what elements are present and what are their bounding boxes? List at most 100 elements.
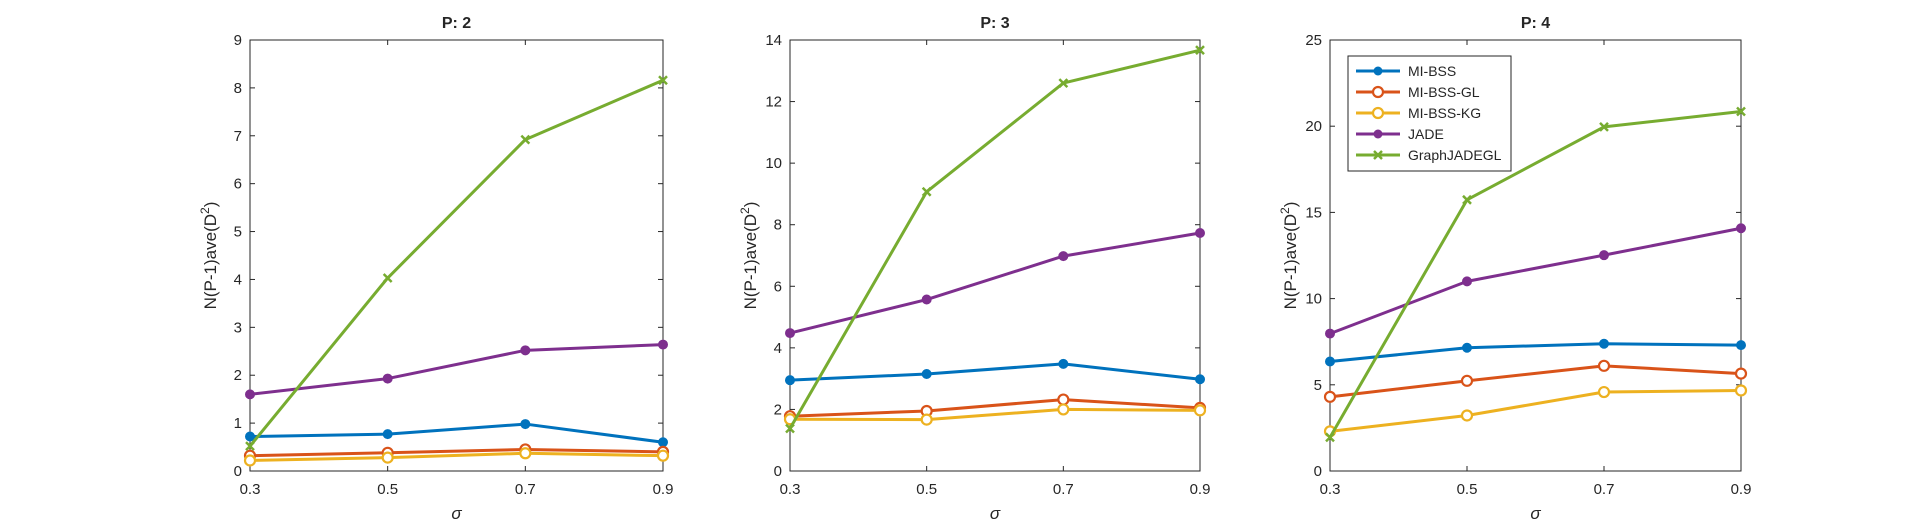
- y-tick-label: 5: [1314, 377, 1322, 394]
- chart-title: P: 3: [980, 15, 1009, 32]
- data-point: [520, 419, 531, 430]
- data-point: [1057, 393, 1070, 406]
- y-tick-label: 6: [774, 278, 782, 295]
- x-tick-label: 0.3: [780, 481, 801, 498]
- y-axis-label: N(P-1)ave(D2): [198, 202, 220, 310]
- x-tick-label: 0.5: [1457, 481, 1478, 498]
- data-point: [1462, 342, 1472, 353]
- chart-title: P: 4: [1521, 15, 1550, 32]
- y-tick-label: 4: [774, 340, 782, 357]
- legend-label: MI-BSS-GL: [1408, 84, 1480, 100]
- data-point: [245, 389, 255, 400]
- data-point: [1193, 404, 1207, 417]
- plot-area: [249, 39, 664, 472]
- legend-marker: [1373, 66, 1383, 76]
- legend-label: MI-BSS: [1408, 63, 1456, 79]
- x-tick-label: 0.5: [916, 481, 937, 498]
- x-tick-label: 0.7: [515, 481, 536, 498]
- y-axis-label: N(P-1)ave(D2): [1278, 202, 1300, 310]
- x-tick-label: 0.3: [240, 481, 261, 498]
- y-tick-label: 12: [765, 94, 782, 111]
- data-point: [1195, 45, 1205, 56]
- chart-panel-2: P: 3 0.3 0.5 0.7 0.9 0 2 4 6 8 10 12 14 σ N(P-1)ave(D2…: [738, 15, 1210, 523]
- series-line: [249, 422, 664, 444]
- data-point: [1325, 432, 1335, 443]
- data-point: [921, 369, 932, 380]
- plot-area: [789, 39, 1201, 472]
- x-axis-label: σ: [451, 504, 462, 523]
- legend-item: MI-BSS: [1356, 63, 1456, 79]
- y-tick-label: 0: [774, 463, 782, 480]
- series-line: [789, 362, 1201, 382]
- series-graphjadegl: [785, 45, 1205, 434]
- y-tick-label: 25: [1305, 32, 1322, 49]
- data-point: [1460, 374, 1474, 387]
- y-tick-label: 20: [1305, 118, 1322, 135]
- series-mi-bss-kg: [243, 447, 670, 467]
- data-point: [1597, 385, 1611, 399]
- series-line: [249, 343, 664, 396]
- series-jade: [1325, 223, 1746, 339]
- x-tick-label: 0.5: [377, 481, 398, 498]
- series-jade: [245, 339, 668, 400]
- y-tick-label: 10: [765, 155, 782, 172]
- series-line: [1329, 226, 1742, 335]
- data-point: [1195, 374, 1205, 385]
- series-line: [248, 78, 664, 448]
- x-axis-label: σ: [990, 504, 1001, 523]
- x-tick-label: 0.9: [1190, 481, 1211, 498]
- data-point: [520, 345, 531, 356]
- x-tick-label: 0.9: [653, 481, 674, 498]
- x-tick-label: 0.9: [1731, 481, 1752, 498]
- series-mi-bss: [785, 358, 1205, 386]
- data-point: [921, 294, 932, 305]
- series-line: [1329, 342, 1742, 364]
- data-point: [381, 451, 394, 464]
- data-point: [656, 449, 670, 462]
- x-axis-label: σ: [1530, 504, 1541, 523]
- series-line: [788, 48, 1201, 430]
- data-point: [1734, 384, 1748, 397]
- data-point: [1325, 356, 1335, 367]
- data-point: [785, 328, 795, 339]
- data-point: [1058, 251, 1069, 262]
- data-point: [1736, 340, 1746, 351]
- series-mi-bss-gl: [1323, 359, 1748, 403]
- legend-marker: [1373, 150, 1383, 160]
- data-point: [520, 134, 531, 145]
- data-point: [1736, 223, 1746, 234]
- x-tick-label: 0.3: [1320, 481, 1341, 498]
- legend-marker: [1373, 129, 1383, 139]
- data-point: [1734, 367, 1748, 380]
- y-tick-label: 8: [774, 217, 782, 234]
- data-point: [920, 413, 933, 426]
- y-tick-label: 15: [1305, 204, 1322, 221]
- data-point: [243, 454, 257, 467]
- series-jade: [785, 228, 1205, 339]
- data-point: [1058, 78, 1069, 88]
- legend-item: JADE: [1356, 126, 1444, 142]
- series-graphjadegl: [1325, 106, 1746, 443]
- data-point: [245, 441, 255, 451]
- y-tick-label: 2: [774, 401, 782, 418]
- y-tick-label: 6: [234, 176, 242, 193]
- data-point: [1597, 359, 1611, 372]
- data-point: [1599, 122, 1609, 132]
- data-point: [519, 447, 532, 460]
- series-mi-bss: [1325, 338, 1746, 367]
- data-point: [1058, 358, 1069, 369]
- chart-title: P: 2: [442, 15, 471, 32]
- data-point: [1462, 276, 1472, 287]
- series-line: [789, 398, 1201, 418]
- series-line: [789, 407, 1201, 422]
- y-tick-label: 14: [765, 32, 782, 49]
- series-line: [249, 451, 664, 462]
- y-tick-label: 10: [1305, 291, 1322, 308]
- y-tick-label: 9: [234, 32, 242, 49]
- legend-label: JADE: [1408, 126, 1444, 142]
- data-point: [921, 186, 932, 197]
- data-point: [785, 423, 795, 434]
- data-point: [1736, 106, 1746, 117]
- series-mi-bss-kg: [783, 403, 1207, 426]
- y-tick-label: 0: [1314, 463, 1322, 480]
